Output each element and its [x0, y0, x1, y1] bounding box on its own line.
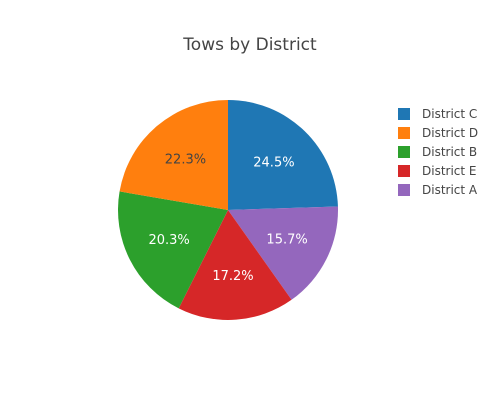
legend-label: District C — [422, 107, 477, 121]
slice-label-district-b: 20.3% — [148, 233, 189, 248]
legend: District C District D District B District E… — [398, 107, 478, 197]
legend-label: District B — [422, 145, 477, 159]
legend-swatch — [398, 165, 410, 177]
legend-label: District E — [422, 164, 477, 178]
pie-slices — [117, 100, 338, 320]
legend-label: District D — [422, 126, 478, 140]
legend-swatch — [398, 184, 410, 196]
slice-label-district-e: 17.2% — [212, 269, 253, 284]
legend-swatch — [398, 127, 410, 139]
legend-swatch — [398, 146, 410, 158]
legend-item-district-a[interactable]: District A — [398, 183, 478, 197]
pie-slice-district-a[interactable] — [228, 206, 338, 300]
pie-slice-district-d[interactable] — [119, 100, 228, 210]
pie-slice-district-b[interactable] — [117, 191, 228, 309]
legend-item-district-b[interactable]: District B — [398, 145, 477, 159]
legend-label: District A — [422, 183, 478, 197]
slice-label-district-d: 22.3% — [165, 153, 206, 168]
slice-label-district-c: 24.5% — [253, 156, 294, 171]
pie-slice-district-c[interactable] — [228, 100, 338, 210]
pie-slice-labels: 24.5% 15.7% 17.2% 20.3% 22.3% — [148, 153, 307, 284]
pie-slice-district-e[interactable] — [178, 210, 292, 320]
legend-item-district-c[interactable]: District C — [398, 107, 477, 121]
slice-label-district-a: 15.7% — [266, 232, 307, 247]
chart-title: Tows by District — [182, 35, 317, 55]
legend-item-district-e[interactable]: District E — [398, 164, 477, 178]
legend-item-district-d[interactable]: District D — [398, 126, 478, 140]
legend-swatch — [398, 108, 410, 120]
